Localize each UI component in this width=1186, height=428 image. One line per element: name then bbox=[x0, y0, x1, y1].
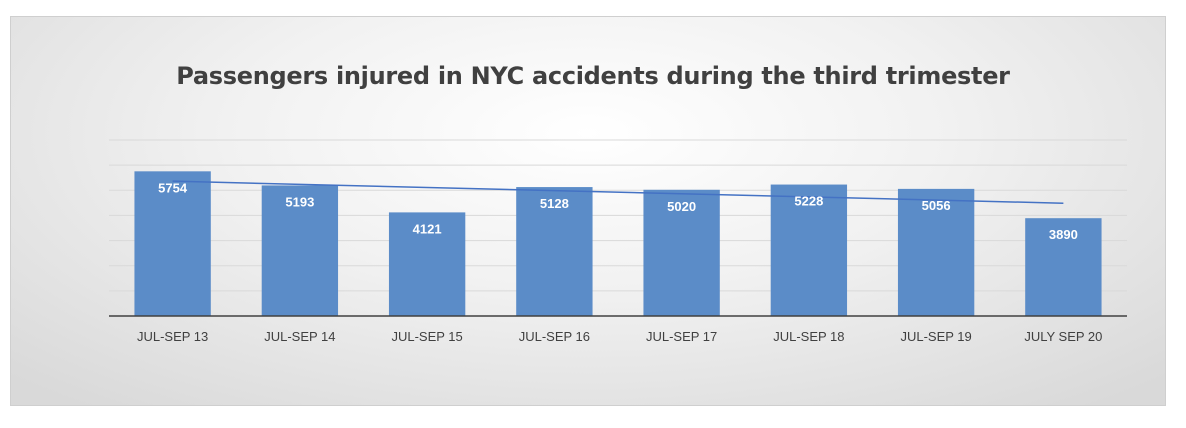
bar bbox=[897, 188, 975, 316]
category-label: JUL-SEP 18 bbox=[773, 329, 844, 344]
data-label: 5128 bbox=[540, 196, 569, 211]
data-label: 4121 bbox=[413, 221, 442, 236]
bar bbox=[134, 171, 211, 316]
bar bbox=[1025, 218, 1102, 316]
chart-title: Passengers injured in NYC accidents duri… bbox=[176, 62, 1010, 90]
trendline-group bbox=[172, 180, 1064, 204]
category-label: JUL-SEP 14 bbox=[264, 329, 335, 344]
category-labels: JUL-SEP 13 JUL-SEP 14 JUL-SEP 15 JUL-SEP 16… bbox=[137, 329, 1102, 344]
data-labels: 5754 5193 4121 5128 5020 5228 5056 3890 bbox=[158, 180, 1078, 242]
category-label: JUL-SEP 19 bbox=[900, 329, 971, 344]
bar bbox=[643, 189, 720, 316]
bar bbox=[388, 212, 466, 316]
trendline bbox=[172, 180, 1064, 204]
data-label: 3890 bbox=[1049, 227, 1078, 242]
category-label: JUL-SEP 17 bbox=[646, 329, 717, 344]
data-label: 5020 bbox=[667, 199, 696, 214]
category-label: JULY SEP 20 bbox=[1024, 329, 1102, 344]
bar bbox=[770, 184, 848, 316]
bar bbox=[516, 187, 593, 316]
bar bbox=[261, 185, 339, 316]
data-label: 5228 bbox=[794, 194, 823, 209]
bars bbox=[134, 171, 1102, 316]
data-label: 5056 bbox=[922, 198, 951, 213]
category-label: JUL-SEP 13 bbox=[137, 329, 208, 344]
category-label: JUL-SEP 16 bbox=[519, 329, 590, 344]
data-label: 5193 bbox=[285, 194, 314, 209]
category-label: JUL-SEP 15 bbox=[391, 329, 462, 344]
data-label: 5754 bbox=[158, 180, 188, 195]
